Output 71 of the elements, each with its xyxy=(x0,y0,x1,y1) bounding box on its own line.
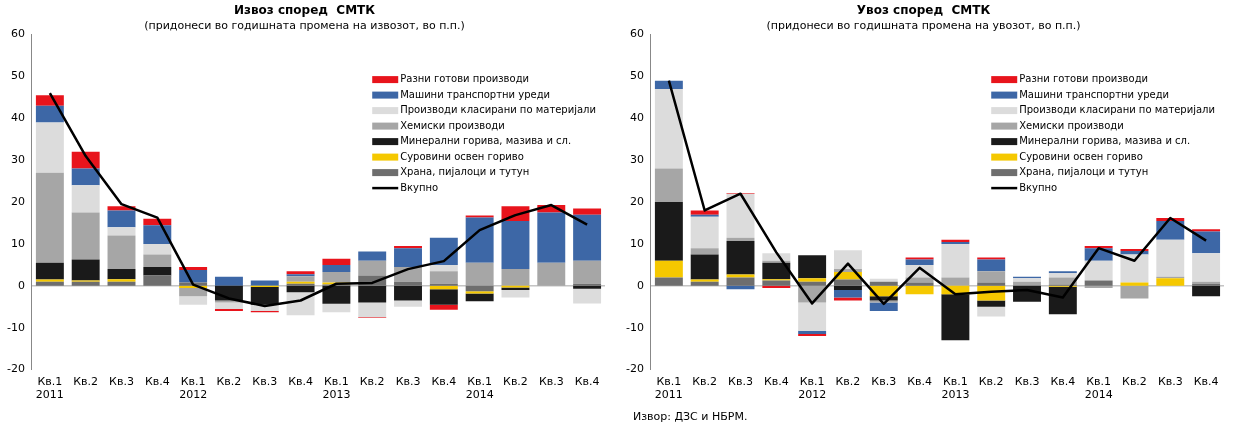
x-tick-label: Кв.4 xyxy=(907,375,932,389)
legend-label: Минерални горива, мазива и сл. xyxy=(400,135,572,147)
legend-label: Храна, пијалоци и тутун xyxy=(1019,166,1149,178)
y-tick-label: -20 xyxy=(7,362,25,376)
x-tick-label: Кв.1 2014 xyxy=(465,375,494,402)
legend-label: Производи класирани по материјали xyxy=(400,104,596,116)
y-tick-label: -20 xyxy=(626,362,644,376)
legend-label: Производи класирани по материјали xyxy=(1019,104,1215,116)
y-tick-label: 30 xyxy=(10,153,25,167)
y-tick-label: 40 xyxy=(629,111,644,125)
x-tick-label: Кв.3 xyxy=(1157,375,1183,389)
legend-label: Машини транспортни уреди xyxy=(400,88,551,100)
x-tick-label: Кв.2 xyxy=(73,375,99,389)
x-tick-label: Кв.4 xyxy=(763,375,789,389)
x-tick-label: Кв.2 xyxy=(692,375,718,389)
x-tick-label: Кв.4 xyxy=(1050,375,1076,389)
x-tick-label: Кв.2 xyxy=(978,375,1004,389)
x-tick-label: Кв.3 xyxy=(538,375,564,389)
chart-title: Увоз според СМТК xyxy=(856,3,991,18)
legend-label: Вкупно xyxy=(1019,181,1058,193)
y-tick-label: 20 xyxy=(10,194,25,208)
legend-label: Хемиски производи xyxy=(400,119,505,131)
x-tick-label: Кв.1 2011 xyxy=(654,375,683,402)
x-tick-label: Кв.1 2013 xyxy=(941,375,970,402)
y-tick-label: 50 xyxy=(629,69,644,83)
chart-subtitle: (придонеси во годишната промена на увозот, во п.п.) xyxy=(766,18,1081,32)
y-tick-label: 50 xyxy=(10,69,25,83)
legend-label: Суровини освен гориво xyxy=(1019,150,1143,162)
legend-label: Храна, пијалоци и тутун xyxy=(400,166,530,178)
x-tick-label: Кв.2 xyxy=(503,375,528,389)
y-tick-label: 20 xyxy=(629,194,644,208)
x-tick-label: Кв.2 xyxy=(835,375,861,389)
x-tick-label: Кв.1 2012 xyxy=(798,375,827,402)
y-tick-label: -10 xyxy=(626,320,644,334)
y-tick-label: -10 xyxy=(7,320,25,334)
x-tick-label: Кв.1 2014 xyxy=(1084,375,1113,402)
x-tick-label: Кв.3 xyxy=(1014,375,1040,389)
x-tick-label: Кв.4 xyxy=(144,375,170,389)
chart-title: Извоз според СМТК xyxy=(233,3,376,18)
x-tick-label: Кв.2 xyxy=(1122,375,1147,389)
x-tick-label: Кв.3 xyxy=(109,375,134,389)
y-tick-label: 60 xyxy=(629,27,644,41)
legend-label: Вкупно xyxy=(400,181,439,193)
x-tick-label: Кв.1 2013 xyxy=(322,375,351,402)
x-tick-label: Кв.1 2011 xyxy=(35,375,64,402)
y-tick-label: 60 xyxy=(10,27,25,41)
legend-label: Разни готови производи xyxy=(400,73,530,85)
x-tick-label: Кв.4 xyxy=(574,375,600,389)
text: Извор: ДЗС и НБРМ. xyxy=(633,410,748,423)
y-tick-label: 0 xyxy=(17,278,25,292)
legend-label: Разни готови производи xyxy=(1019,73,1149,85)
y-tick-label: 0 xyxy=(636,278,644,292)
x-tick-label: Кв.3 xyxy=(252,375,278,389)
x-tick-label: Кв.4 xyxy=(1193,375,1219,389)
x-tick-label: Кв.1 2012 xyxy=(179,375,208,402)
x-tick-label: Кв.3 xyxy=(395,375,421,389)
x-tick-label: Кв.4 xyxy=(288,375,313,389)
legend-label: Хемиски производи xyxy=(1019,119,1124,131)
legend-label: Минерални горива, мазива и сл. xyxy=(1019,135,1191,147)
legend-label: Суровини освен гориво xyxy=(400,150,524,162)
y-tick-label: 30 xyxy=(629,153,644,167)
x-tick-label: Кв.2 xyxy=(359,375,385,389)
legend-label: Машини транспортни уреди xyxy=(1019,88,1170,100)
x-tick-label: Кв.2 xyxy=(216,375,242,389)
chart-subtitle: (придонеси во годишната промена на извозот, во п.п.) xyxy=(144,18,465,32)
y-tick-label: 10 xyxy=(629,236,644,250)
x-tick-label: Кв.3 xyxy=(871,375,897,389)
y-tick-label: 40 xyxy=(10,111,25,125)
y-tick-label: 10 xyxy=(10,236,25,250)
x-tick-label: Кв.4 xyxy=(431,375,457,389)
x-tick-label: Кв.3 xyxy=(728,375,753,389)
